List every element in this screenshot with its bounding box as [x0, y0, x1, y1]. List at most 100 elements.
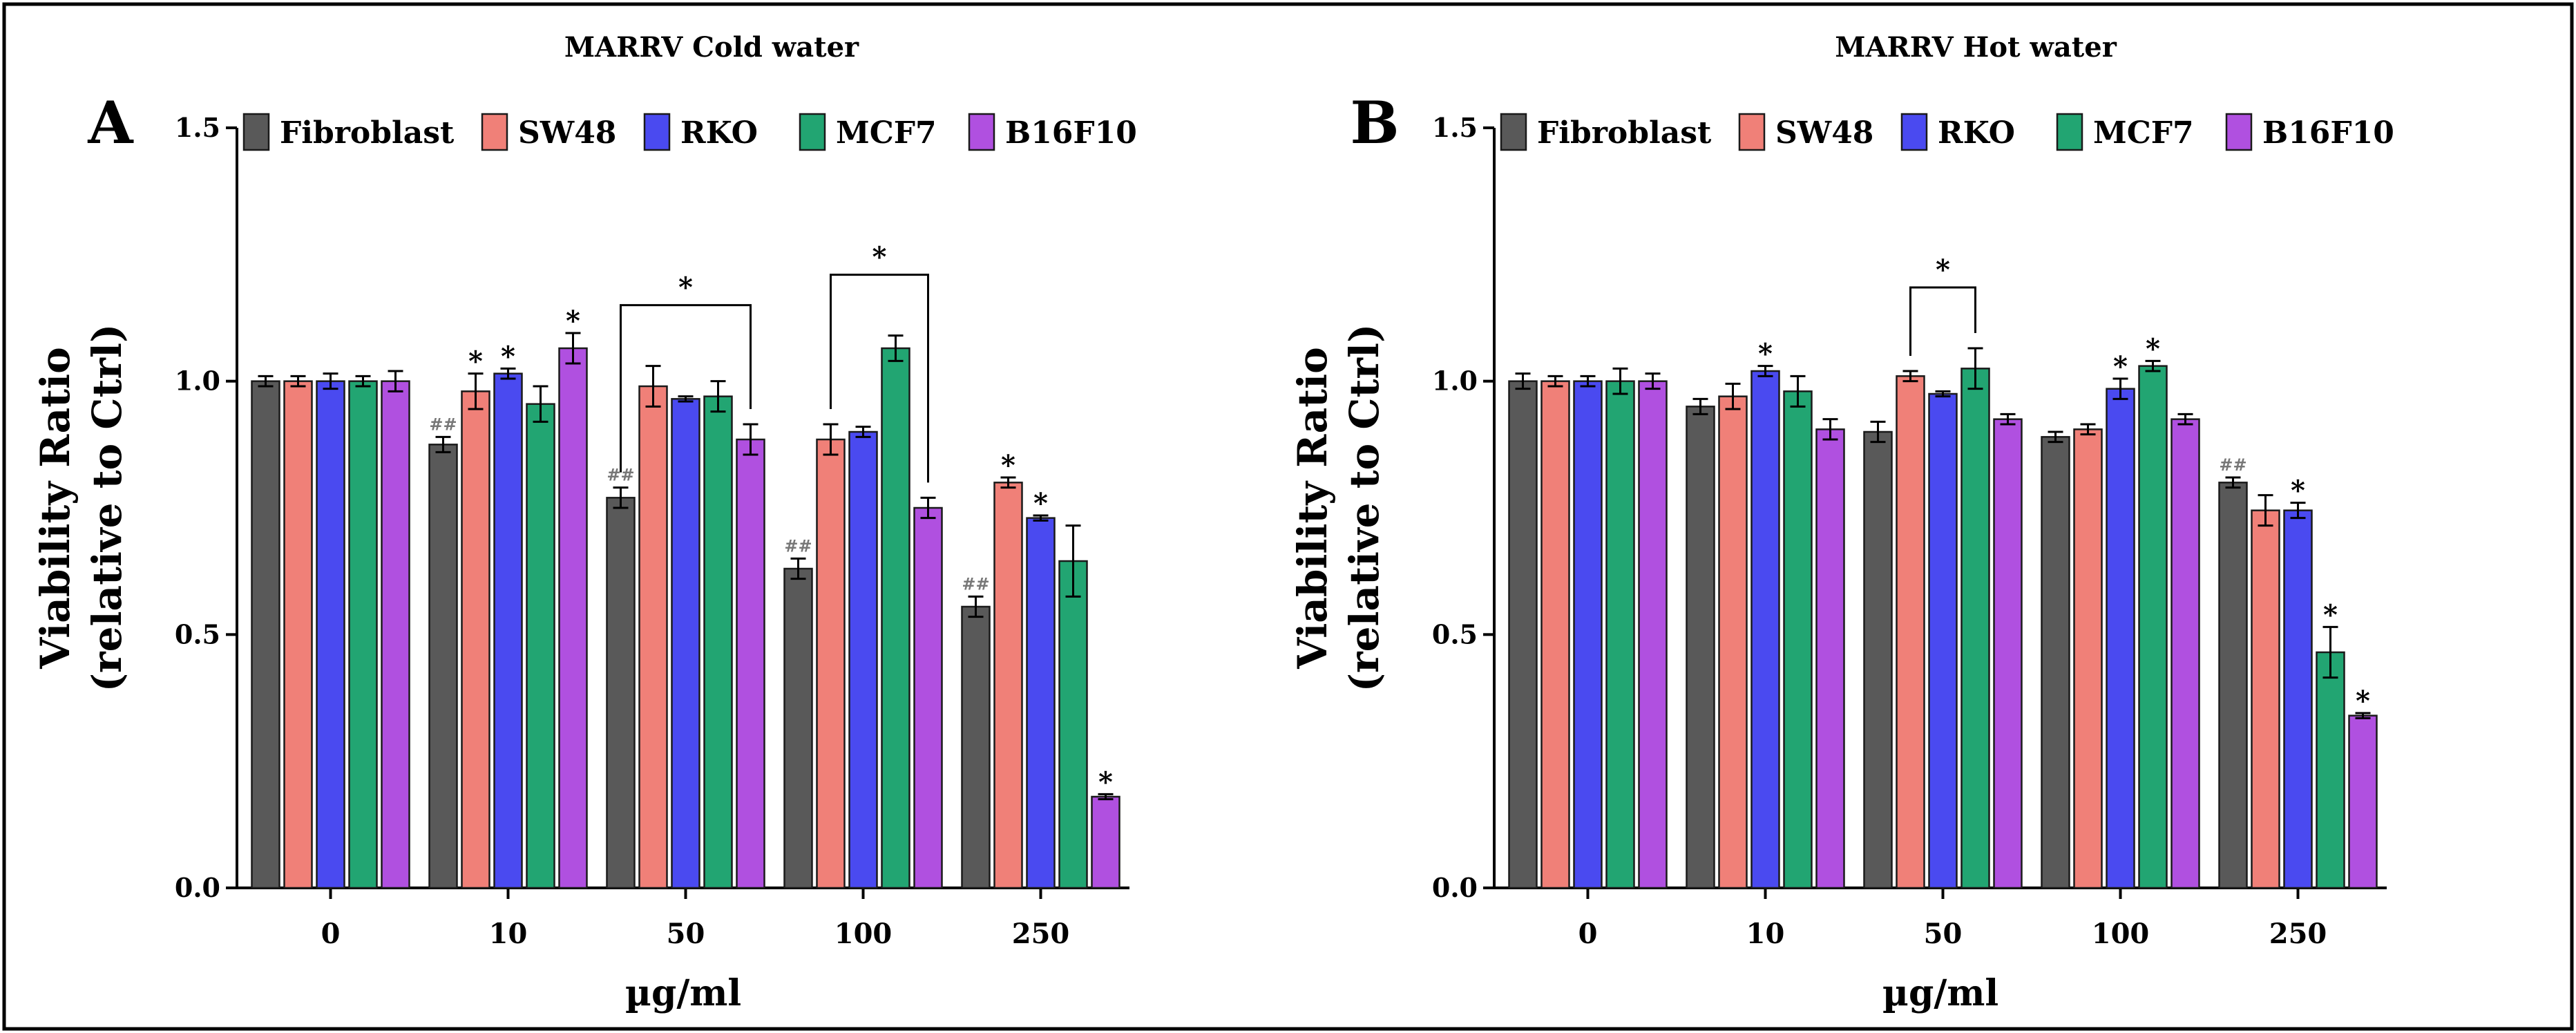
- significance-mark: *: [2291, 475, 2305, 507]
- bar-b16f10-100: [2170, 418, 2200, 889]
- y-tick-label: 1.5: [1432, 112, 1478, 143]
- bar-mcf7-0: [348, 380, 378, 889]
- significance-mark: *: [566, 305, 580, 337]
- significance-mark: *: [1033, 487, 1048, 520]
- x-tick-label: 10: [1746, 918, 1785, 950]
- bar-rko-0: [1573, 380, 1603, 889]
- bar-fibroblast-50: [606, 497, 636, 889]
- bar-rko-50: [671, 398, 700, 889]
- bar-b16f10-10: [558, 347, 588, 889]
- bar-b16f10-250: [1091, 795, 1120, 889]
- y-tick-label: 1.0: [1432, 366, 1478, 397]
- chart-title: MARRV Hot water: [1835, 31, 2117, 64]
- significance-mark: *: [1098, 766, 1113, 798]
- x-axis-label: µg/ml: [1882, 972, 1998, 1014]
- y-axis-label-sub: (relative to Ctrl): [84, 324, 131, 692]
- bar-mcf7-10: [1783, 390, 1813, 889]
- legend-swatch-rko: [1900, 113, 1928, 151]
- significance-mark: *: [2146, 332, 2160, 365]
- bar-fibroblast-100: [2041, 436, 2070, 889]
- bar-rko-0: [316, 380, 345, 889]
- bar-sw48-100: [816, 438, 846, 889]
- legend-swatch-sw48: [481, 113, 508, 151]
- bar-b16f10-10: [1815, 428, 1845, 889]
- bar-fibroblast-250: [2218, 482, 2248, 889]
- panel-a: MARRV Cold water A Viability Ratio (relativ…: [32, 31, 1137, 1014]
- bar-b16f10-0: [381, 380, 410, 889]
- bar-b16f10-100: [913, 506, 943, 889]
- panel-b: MARRV Hot water B Viability Ratio (relative…: [1289, 31, 2394, 1014]
- bar-fibroblast-10: [1686, 406, 1715, 889]
- significance-bracket: [1909, 286, 1976, 356]
- legend-label-b16f10: B16F10: [2262, 115, 2394, 151]
- significance-bracket: [620, 304, 752, 473]
- bar-rko-100: [2106, 388, 2135, 889]
- chart-title: MARRV Cold water: [564, 31, 859, 64]
- legend-swatch-rko: [643, 113, 671, 151]
- legend-swatch-b16f10: [968, 113, 995, 151]
- bracket-label: *: [1936, 254, 1950, 286]
- y-tick-label: 0.5: [1432, 618, 1478, 650]
- bar-rko-250: [2283, 509, 2313, 889]
- legend-label-fibroblast: Fibroblast: [280, 115, 455, 151]
- bar-mcf7-250: [2316, 651, 2345, 889]
- legend-swatch-fibroblast: [1500, 113, 1527, 151]
- bar-b16f10-0: [1638, 380, 1668, 889]
- x-tick-label: 0: [1578, 918, 1598, 950]
- bar-mcf7-100: [881, 347, 910, 889]
- bar-fibroblast-0: [1508, 380, 1538, 889]
- legend-label-sw48: SW48: [1775, 115, 1873, 151]
- bar-sw48-250: [2251, 509, 2280, 889]
- legend-label-rko: RKO: [1938, 115, 2015, 151]
- y-axis-label-sub: (relative to Ctrl): [1341, 324, 1388, 692]
- significance-mark: ##: [784, 536, 812, 556]
- x-tick-label: 250: [1012, 918, 1070, 950]
- bar-sw48-10: [1718, 395, 1748, 889]
- y-tick-label: 0.0: [175, 872, 220, 903]
- y-tick-label: 0.0: [1432, 872, 1478, 903]
- x-tick-label: 100: [2092, 918, 2150, 950]
- bar-fibroblast-10: [428, 444, 458, 889]
- y-axis-label: Viability Ratio: [32, 347, 79, 670]
- bar-rko-250: [1026, 517, 1056, 889]
- significance-mark: ##: [429, 414, 457, 434]
- legend-label-mcf7: MCF7: [836, 115, 937, 151]
- x-tick-label: 50: [1924, 918, 1963, 950]
- bracket-label: *: [678, 272, 693, 304]
- bar-b16f10-250: [2348, 714, 2378, 889]
- bar-rko-50: [1928, 392, 1958, 889]
- significance-bracket: [830, 274, 929, 483]
- panel-label: A: [87, 88, 134, 157]
- significance-mark: *: [2356, 685, 2370, 717]
- legend-label-fibroblast: Fibroblast: [1537, 115, 1712, 151]
- bar-fibroblast-50: [1863, 430, 1893, 889]
- legend-swatch-b16f10: [2225, 113, 2253, 151]
- significance-mark: ##: [962, 574, 989, 594]
- bar-mcf7-100: [2138, 365, 2168, 889]
- y-axis-label: Viability Ratio: [1289, 347, 1336, 670]
- bar-rko-100: [848, 430, 878, 889]
- x-tick-label: 50: [667, 918, 705, 950]
- bar-sw48-0: [1540, 380, 1570, 889]
- x-axis-label: µg/ml: [625, 972, 741, 1014]
- bar-b16f10-50: [1993, 418, 2023, 889]
- bar-rko-10: [493, 372, 523, 889]
- bar-mcf7-10: [526, 403, 555, 889]
- bar-b16f10-50: [736, 438, 765, 889]
- x-tick-label: 10: [489, 918, 528, 950]
- legend-swatch-mcf7: [2056, 113, 2083, 151]
- bar-mcf7-250: [1058, 560, 1088, 889]
- bar-sw48-10: [461, 390, 490, 889]
- bar-fibroblast-100: [783, 567, 813, 889]
- legend-label-b16f10: B16F10: [1005, 115, 1137, 151]
- bar-sw48-100: [2073, 428, 2103, 889]
- significance-mark: *: [501, 340, 515, 372]
- significance-mark: *: [1001, 449, 1015, 482]
- bar-sw48-250: [993, 482, 1023, 889]
- y-tick-label: 1.0: [175, 366, 220, 397]
- legend-swatch-sw48: [1738, 113, 1766, 151]
- legend-label-rko: RKO: [680, 115, 758, 151]
- x-tick-label: 100: [834, 918, 893, 950]
- significance-mark: *: [1758, 338, 1773, 370]
